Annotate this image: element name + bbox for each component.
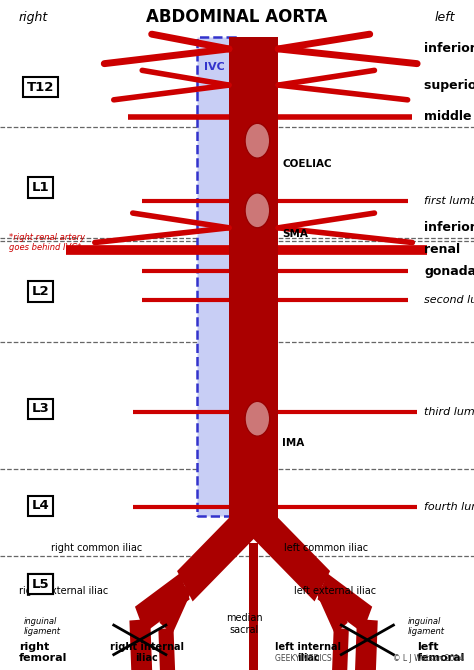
Text: left common iliac: left common iliac bbox=[284, 543, 368, 553]
Polygon shape bbox=[158, 628, 176, 670]
Text: L1: L1 bbox=[31, 181, 49, 194]
Text: median
sacral: median sacral bbox=[226, 613, 263, 634]
Polygon shape bbox=[316, 580, 348, 634]
Text: left internal
iliac: left internal iliac bbox=[275, 642, 341, 663]
Text: L4: L4 bbox=[31, 499, 49, 513]
Text: L5: L5 bbox=[31, 578, 49, 591]
Text: © L J Watson 2014: © L J Watson 2014 bbox=[393, 655, 465, 663]
Polygon shape bbox=[355, 619, 378, 670]
Text: IVC: IVC bbox=[204, 62, 225, 72]
Circle shape bbox=[245, 401, 270, 436]
Text: gonadal: gonadal bbox=[424, 265, 474, 278]
Polygon shape bbox=[129, 619, 153, 670]
Text: GEEKY MEDICS: GEEKY MEDICS bbox=[275, 655, 331, 663]
Text: L2: L2 bbox=[31, 285, 49, 298]
Text: ABDOMINAL AORTA: ABDOMINAL AORTA bbox=[146, 9, 328, 26]
Text: right
femoral: right femoral bbox=[19, 642, 67, 663]
Text: inferior suprarenal: inferior suprarenal bbox=[424, 221, 474, 234]
Text: left external iliac: left external iliac bbox=[294, 586, 376, 596]
Text: right external iliac: right external iliac bbox=[19, 586, 108, 596]
Text: inferior phrenic: inferior phrenic bbox=[424, 42, 474, 56]
Text: *right renal artery
goes behind IVC*: *right renal artery goes behind IVC* bbox=[9, 233, 85, 252]
Polygon shape bbox=[177, 500, 261, 602]
Text: COELIAC: COELIAC bbox=[282, 159, 332, 170]
Text: right internal
iliac: right internal iliac bbox=[110, 642, 184, 663]
Text: SMA: SMA bbox=[282, 229, 308, 239]
Text: left: left bbox=[435, 11, 455, 24]
Bar bbox=[229, 37, 278, 516]
Circle shape bbox=[245, 123, 270, 158]
Text: IMA: IMA bbox=[282, 438, 304, 448]
Polygon shape bbox=[246, 500, 330, 602]
Text: T12: T12 bbox=[27, 80, 54, 94]
Text: left
femoral: left femoral bbox=[417, 642, 465, 663]
Polygon shape bbox=[159, 580, 191, 634]
Text: fourth lumbar: fourth lumbar bbox=[424, 502, 474, 512]
Text: first lumbar: first lumbar bbox=[424, 196, 474, 206]
Bar bbox=[197, 37, 235, 516]
Text: inguinal
ligament: inguinal ligament bbox=[408, 617, 445, 636]
Text: L3: L3 bbox=[31, 402, 49, 415]
Bar bbox=[229, 513, 278, 526]
Bar bbox=[249, 543, 258, 670]
Text: renal: renal bbox=[424, 243, 460, 257]
Text: inguinal
ligament: inguinal ligament bbox=[24, 617, 61, 636]
Text: right common iliac: right common iliac bbox=[51, 543, 142, 553]
Polygon shape bbox=[331, 628, 349, 670]
Text: third lumbar: third lumbar bbox=[424, 407, 474, 417]
Text: superior suprarenal: superior suprarenal bbox=[424, 78, 474, 92]
Text: middle suprarenal: middle suprarenal bbox=[424, 110, 474, 123]
Text: second lumbar: second lumbar bbox=[424, 295, 474, 305]
Polygon shape bbox=[135, 574, 190, 632]
Text: right: right bbox=[19, 11, 48, 24]
Polygon shape bbox=[318, 574, 372, 632]
Text: L5: L5 bbox=[31, 578, 49, 591]
Circle shape bbox=[245, 193, 270, 228]
